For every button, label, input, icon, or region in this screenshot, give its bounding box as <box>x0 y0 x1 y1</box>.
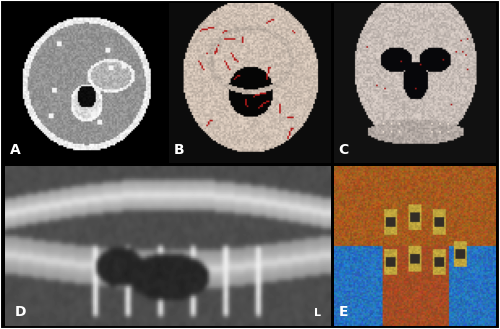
Text: D: D <box>15 305 26 319</box>
Text: B: B <box>174 142 185 157</box>
Text: E: E <box>338 305 348 319</box>
Text: C: C <box>338 142 349 157</box>
Text: L: L <box>314 308 321 318</box>
Text: A: A <box>10 142 20 157</box>
